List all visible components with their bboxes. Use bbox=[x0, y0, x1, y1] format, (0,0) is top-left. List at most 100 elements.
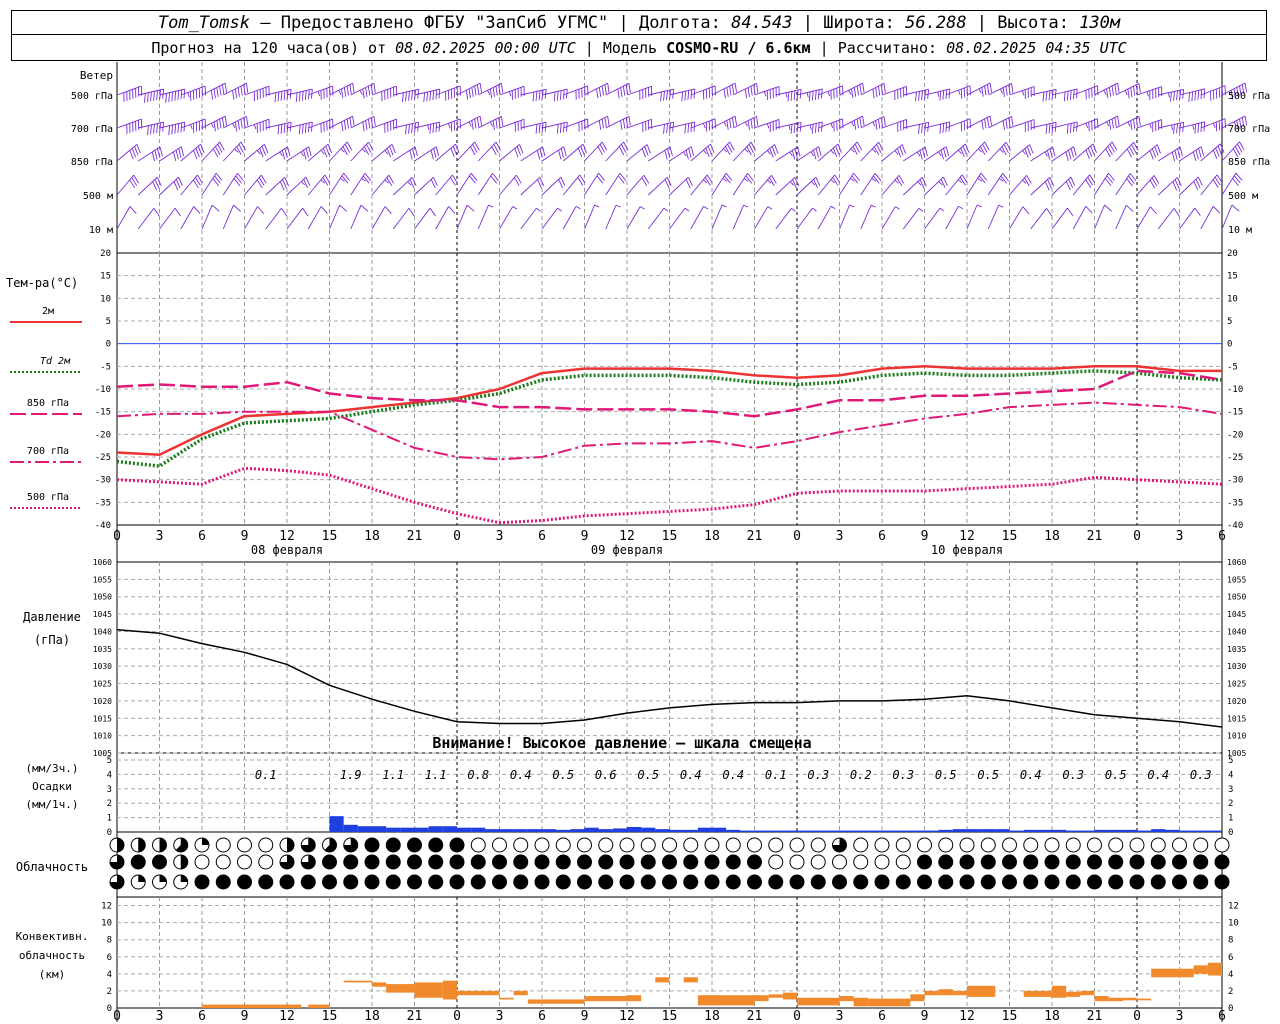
wind-barb-half bbox=[488, 204, 494, 208]
wind-barb-feather bbox=[474, 85, 477, 96]
pressure-ytick-right: 1010 bbox=[1227, 732, 1246, 741]
wind-barb-feather bbox=[1068, 179, 1074, 188]
wind-barb-feather bbox=[622, 86, 626, 96]
wind-barb-shaft bbox=[733, 82, 757, 96]
wind-barb-feather bbox=[349, 84, 352, 95]
wind-barb-half bbox=[594, 204, 600, 208]
wind-barb-feather bbox=[1003, 144, 1009, 154]
wind-barb-feather bbox=[479, 116, 483, 126]
wind-barb-half bbox=[789, 151, 793, 157]
wind-barb-shaft bbox=[307, 143, 329, 162]
wind-barb-feather bbox=[435, 146, 440, 157]
wind-barb-feather bbox=[360, 204, 369, 212]
wind-barb-half bbox=[785, 92, 788, 98]
cloud-symbol bbox=[237, 854, 252, 870]
pressure-line bbox=[116, 628, 1223, 728]
wind-barb-shaft bbox=[244, 85, 270, 96]
wind-barb-feather bbox=[1131, 144, 1137, 154]
temp-xtick: 15 bbox=[322, 529, 338, 544]
wind-barb-feather bbox=[854, 143, 860, 153]
precip-bar bbox=[1122, 829, 1137, 832]
conv-ytick: 2 bbox=[107, 987, 112, 997]
wind-barb-half bbox=[187, 92, 190, 98]
date-label: 10 февраля bbox=[931, 543, 1003, 557]
wind-barb-feather bbox=[542, 146, 546, 157]
wind-barb-shaft bbox=[796, 207, 813, 230]
wind-barb-feather bbox=[1005, 86, 1008, 96]
wind-barb-feather bbox=[577, 177, 584, 186]
wind-barb-shaft bbox=[180, 206, 195, 230]
wind-barb-shaft bbox=[669, 121, 695, 129]
cloud-symbol bbox=[492, 837, 507, 853]
conv-xtick: 6 bbox=[198, 1009, 206, 1024]
wind-barb-feather bbox=[243, 84, 246, 95]
wind-barb-feather bbox=[875, 120, 878, 131]
wind-barb-shaft bbox=[839, 172, 854, 196]
pressure-ytick-right: 1005 bbox=[1227, 749, 1246, 758]
wind-barb-feather bbox=[1150, 206, 1157, 215]
wind-barb-feather bbox=[195, 177, 201, 186]
wind-barb-feather bbox=[465, 90, 469, 100]
temp-legend-label: 500 гПа bbox=[27, 492, 69, 503]
wind-barb-feather bbox=[535, 124, 538, 134]
wind-barb-shaft bbox=[116, 174, 135, 196]
wind-barb-half bbox=[830, 179, 835, 184]
precip-ytick: 0 bbox=[107, 828, 112, 838]
cloud-cover-symbols bbox=[109, 837, 1230, 890]
cloud-symbol bbox=[853, 874, 869, 890]
wind-barb-half bbox=[427, 124, 430, 130]
cloud-symbol bbox=[917, 837, 932, 853]
wind-barb-half bbox=[557, 207, 562, 212]
pressure-ytick-right: 1050 bbox=[1227, 593, 1246, 602]
wind-barb-feather bbox=[725, 172, 733, 181]
wind-barb-half bbox=[917, 181, 922, 186]
wind-barb-half bbox=[1149, 123, 1152, 129]
wind-barb-feather bbox=[495, 86, 498, 96]
conv-ytick-right: 8 bbox=[1228, 936, 1233, 946]
wind-barb-feather bbox=[1104, 178, 1112, 187]
wind-barb-feather bbox=[245, 116, 249, 126]
wind-barb-feather bbox=[1239, 118, 1242, 129]
cloud-symbol bbox=[407, 854, 422, 870]
wind-barb-half bbox=[744, 121, 748, 127]
wind-barb-shaft bbox=[223, 82, 247, 96]
wind-barb-shaft bbox=[222, 141, 242, 162]
wind-barb-feather bbox=[156, 148, 161, 158]
wind-barb-shaft bbox=[945, 206, 959, 230]
wind-barb-feather bbox=[939, 124, 942, 134]
wind-barb-shaft bbox=[1221, 82, 1246, 96]
cloud-symbol bbox=[1214, 837, 1230, 853]
wind-barb-shaft bbox=[647, 208, 665, 230]
cloud-symbol bbox=[237, 837, 252, 853]
cloud-symbol bbox=[1108, 837, 1124, 853]
wind-barb-feather bbox=[362, 121, 365, 132]
wind-barb-half bbox=[998, 178, 1004, 182]
precip-bar bbox=[1052, 829, 1067, 832]
wind-barb-feather bbox=[939, 91, 942, 101]
precip-ytick: 3 bbox=[107, 785, 112, 795]
wind-barb-feather bbox=[1000, 175, 1008, 184]
wind-barb-feather bbox=[466, 204, 475, 212]
wind-barb-feather bbox=[423, 92, 426, 103]
temp-ytick-right: -30 bbox=[1227, 476, 1243, 486]
wind-barb-shaft bbox=[860, 141, 879, 162]
cloud-symbol bbox=[895, 874, 911, 890]
wind-barb-feather bbox=[363, 146, 370, 156]
wind-barb-feather bbox=[1046, 208, 1053, 217]
wind-barb-feather bbox=[559, 123, 562, 133]
cloud-symbol-fill bbox=[343, 838, 358, 853]
pressure-ytick: 1035 bbox=[93, 645, 112, 654]
wind-barb-shaft bbox=[244, 206, 258, 230]
temp-xtick: 6 bbox=[538, 529, 546, 544]
wind-barb-shaft bbox=[987, 141, 1007, 162]
temp-xtick: 3 bbox=[156, 529, 164, 544]
wind-barb-shaft bbox=[244, 143, 265, 162]
wind-barb-shaft bbox=[711, 141, 730, 162]
wind-barb-feather bbox=[1002, 120, 1005, 131]
wind-barb-feather bbox=[274, 92, 277, 103]
wind-barb-feather bbox=[1244, 82, 1248, 93]
temp-ytick-right: -15 bbox=[1227, 408, 1243, 418]
wind-barb-feather bbox=[684, 124, 687, 134]
temp-xtick: 21 bbox=[747, 529, 763, 544]
precip-bar bbox=[896, 830, 911, 832]
